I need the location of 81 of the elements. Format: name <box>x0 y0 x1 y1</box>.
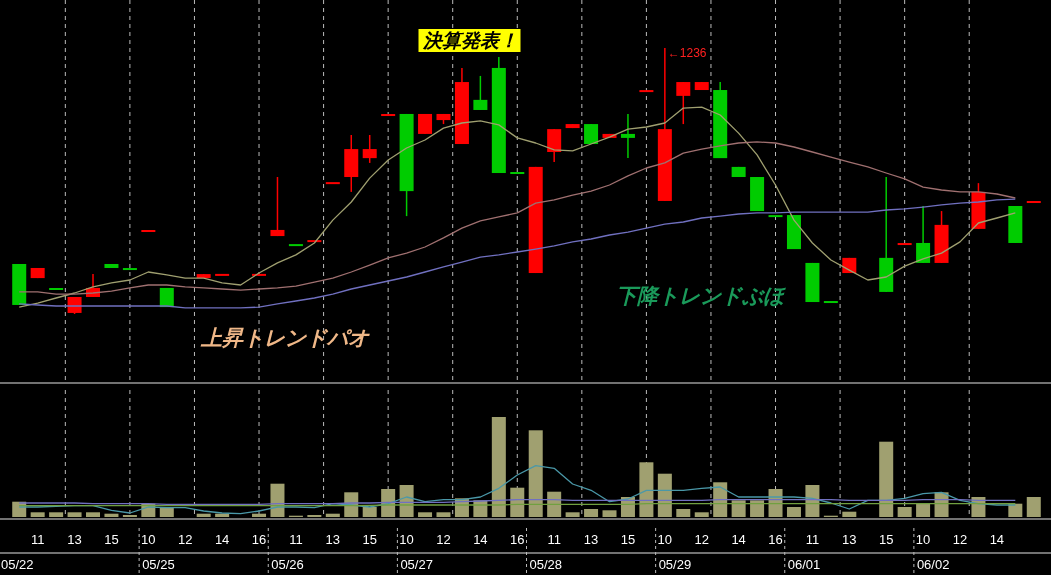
x-tick-label: 10 <box>141 532 156 547</box>
x-tick-label: 12 <box>436 532 451 547</box>
bar <box>676 509 691 517</box>
x-tick-label: 13 <box>583 532 599 547</box>
x-tick-label: 15 <box>104 532 119 547</box>
bar <box>159 507 174 517</box>
bar <box>418 512 433 517</box>
bar <box>528 430 543 517</box>
x-tick-label: 15 <box>362 532 377 547</box>
x-tick-label: 10 <box>399 532 414 547</box>
bar <box>252 513 267 517</box>
bar <box>584 509 599 517</box>
candlestick <box>547 128 562 163</box>
bar <box>30 512 45 517</box>
x-tick-label: 12 <box>952 532 968 547</box>
annotation: 決算発表！ <box>421 30 518 51</box>
bar <box>491 417 506 517</box>
x-tick-label: 11 <box>289 532 303 547</box>
bar <box>104 513 119 517</box>
bar <box>786 507 801 517</box>
bar <box>86 512 101 517</box>
text: 上昇トレンドパオ <box>200 326 370 349</box>
x-tick-label: 14 <box>473 532 488 547</box>
text: 05/25 <box>142 557 175 572</box>
bar <box>215 513 230 517</box>
bar <box>750 500 765 517</box>
bar <box>916 503 931 517</box>
text: 05/22 <box>1 557 34 572</box>
x-tick-label: 14 <box>731 532 746 547</box>
x-tick-label: 14 <box>214 532 230 547</box>
text: 05/27 <box>400 557 433 572</box>
bar <box>362 507 377 517</box>
bar <box>842 511 857 517</box>
x-tick-label: 12 <box>178 532 193 547</box>
x-tick-label: 10 <box>915 532 931 547</box>
x-tick-label: 12 <box>694 532 709 547</box>
text: 06/02 <box>916 557 950 572</box>
bar <box>565 512 580 517</box>
x-tick-label: 11 <box>30 532 45 547</box>
candlestick <box>620 113 635 159</box>
bar <box>49 512 64 517</box>
bar <box>657 473 672 517</box>
bar <box>1008 503 1023 517</box>
x-tick-label: 15 <box>878 532 894 547</box>
text: 05/26 <box>271 557 304 572</box>
bar <box>547 491 562 517</box>
candlestick <box>270 176 285 237</box>
x-tick-label: 10 <box>657 532 673 547</box>
x-tick-label: 11 <box>547 532 561 547</box>
x-tick-label: 13 <box>842 532 857 547</box>
x-tick-label: 14 <box>989 532 1005 547</box>
bar <box>713 482 728 517</box>
bar <box>602 510 617 517</box>
bar <box>510 487 525 517</box>
bar <box>879 441 894 517</box>
bar <box>325 513 340 517</box>
bar <box>639 462 654 517</box>
x-tick-label: 11 <box>805 532 820 547</box>
bar <box>805 485 820 517</box>
bar <box>436 512 451 517</box>
candlestick <box>916 205 931 264</box>
bar <box>694 512 709 517</box>
x-tick-label: 13 <box>325 532 341 547</box>
text: 06/01 <box>787 557 821 572</box>
x-tick-label: 15 <box>620 532 636 547</box>
annotation: 下降トレンドぶほ <box>616 284 786 307</box>
annotation: ←1236 <box>667 46 707 60</box>
text: 05/28 <box>529 557 563 572</box>
bar <box>897 507 912 517</box>
candlestick <box>362 134 377 164</box>
x-tick-label: 16 <box>251 532 267 547</box>
bar <box>1026 497 1041 517</box>
bar <box>196 513 211 517</box>
candlestick <box>676 81 691 125</box>
bar <box>731 500 746 517</box>
text: 05/29 <box>658 557 692 572</box>
bar <box>67 512 82 517</box>
x-tick-label: 13 <box>67 532 82 547</box>
x-tick-label: 16 <box>510 532 525 547</box>
candlestick <box>473 75 488 111</box>
x-tick-label: 16 <box>768 532 783 547</box>
